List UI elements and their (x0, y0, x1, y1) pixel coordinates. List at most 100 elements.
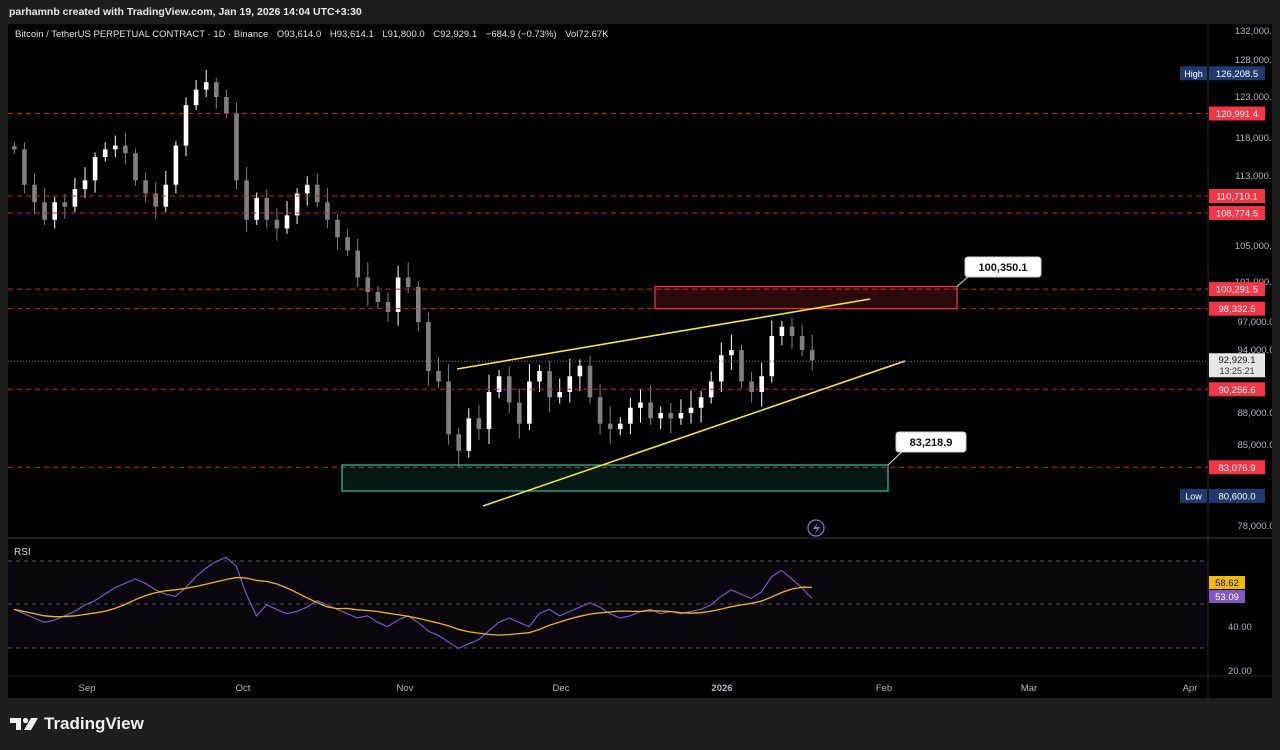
supply-callout-box[interactable] (964, 256, 1042, 278)
candle (355, 250, 360, 278)
candle (648, 402, 653, 419)
ohlc-close: C92,929.1 (433, 29, 478, 40)
candle (405, 277, 411, 287)
candle (335, 219, 340, 238)
price-axis-label: 88,000.0 (1238, 408, 1272, 419)
level-tag (1209, 106, 1265, 121)
candle (375, 292, 381, 302)
level-tag (1209, 205, 1265, 220)
current-price-tag (1209, 353, 1265, 378)
candle (597, 397, 603, 424)
time-axis-label: Dec (553, 683, 570, 694)
upper-trendline[interactable] (456, 298, 871, 370)
price-axis-label: 132,000.0 (1235, 26, 1272, 37)
rsi-value-tag (1209, 590, 1245, 603)
candle (557, 392, 562, 398)
time-axis-label: Sep (79, 683, 96, 694)
candle (466, 418, 472, 451)
candle (779, 326, 785, 336)
demand-callout-text: 83,218.9 (910, 437, 953, 449)
level-tag (1209, 301, 1265, 316)
candle (719, 355, 724, 382)
low-value: 80,600.0 (1219, 491, 1256, 502)
price-axis-label: 118,000.0 (1235, 133, 1272, 144)
candle (547, 371, 552, 398)
candle (133, 153, 138, 181)
time-axis-label: Apr (1183, 683, 1198, 694)
candle (749, 381, 754, 392)
candle (506, 376, 512, 403)
candle (203, 82, 209, 90)
supply-zone[interactable] (654, 285, 958, 310)
top-bar: parhamnb created with TradingView.com, J… (0, 0, 1280, 24)
rsi-ma-tag (1209, 576, 1245, 589)
candle (274, 219, 280, 229)
candle (173, 145, 179, 185)
time-axis-label: Feb (876, 683, 892, 694)
alert-flash-icon[interactable] (807, 519, 825, 537)
high-value: 126,208.5 (1216, 69, 1258, 80)
candle (365, 277, 371, 292)
candle (688, 407, 694, 413)
level-tag (1209, 382, 1265, 397)
time-axis-label: Mar (1021, 683, 1037, 694)
candle (123, 145, 128, 154)
candle (759, 376, 764, 392)
low-value-tag (1209, 488, 1265, 503)
current-price-value: 92,929.1 (1219, 355, 1256, 366)
candle (72, 189, 78, 207)
chart-area[interactable]: 100,350.1 83,218.9 132,000.0 128,000.0 123,0… (8, 24, 1272, 698)
candle (224, 97, 229, 114)
price-axis-label: 94,000.0 (1238, 345, 1272, 356)
candle (607, 423, 613, 429)
supply-callout-text: 100,350.1 (979, 262, 1028, 274)
candle (799, 336, 805, 350)
candle (153, 193, 158, 207)
candle (325, 202, 330, 220)
price-axis-label: 97,000.0 (1238, 317, 1272, 328)
demand-zone[interactable] (341, 464, 889, 492)
candle (254, 197, 259, 220)
level-tag (1209, 460, 1265, 475)
candle (92, 157, 98, 181)
time-axis-label: Oct (236, 683, 251, 694)
price-axis-label: 78,000.0 (1238, 521, 1272, 532)
candle (102, 149, 108, 157)
candle (32, 184, 37, 203)
demand-callout-box[interactable] (895, 431, 967, 453)
candle (244, 180, 249, 220)
ohlc-change: −684.9 (−0.73%) (485, 29, 557, 40)
candle (385, 302, 391, 312)
candle (517, 402, 522, 424)
rsi-ma-line (13, 576, 812, 636)
candle (476, 418, 482, 429)
tradingview-logo[interactable]: TradingView (10, 714, 144, 734)
price-axis-label: 128,000.0 (1235, 55, 1272, 66)
rsi-title: RSI (14, 547, 31, 558)
candle (628, 407, 633, 424)
ohlc-low: L91,800.0 (382, 29, 425, 40)
candle (698, 397, 704, 408)
candle (789, 326, 795, 336)
candle (62, 202, 68, 207)
candle (668, 413, 674, 419)
level-tag-text: 90,256.6 (1219, 385, 1256, 396)
chart-canvas[interactable]: 100,350.1 83,218.9 132,000.0 128,000.0 123,0… (8, 24, 1272, 698)
candle (143, 180, 148, 194)
high-label: High (1184, 69, 1203, 79)
candle (638, 402, 643, 408)
lower-trendline[interactable] (482, 360, 906, 507)
symbol-title[interactable]: Bitcoin / TetherUS PERPETUAL CONTRACT · … (15, 29, 269, 40)
creator-line: parhamnb created with TradingView.com, J… (9, 6, 362, 18)
candle (52, 202, 57, 220)
symbol-info: Bitcoin / TetherUS PERPETUAL CONTRACT · … (15, 29, 615, 40)
level-tag (1209, 189, 1265, 204)
candle (486, 392, 492, 429)
candle (618, 423, 623, 429)
candle (315, 184, 320, 203)
alert-flash-glyph (813, 522, 820, 535)
rsi-line (13, 556, 813, 650)
level-tag-text: 83,076.9 (1219, 463, 1256, 474)
candle (587, 365, 593, 398)
high-value-tag (1209, 66, 1265, 81)
